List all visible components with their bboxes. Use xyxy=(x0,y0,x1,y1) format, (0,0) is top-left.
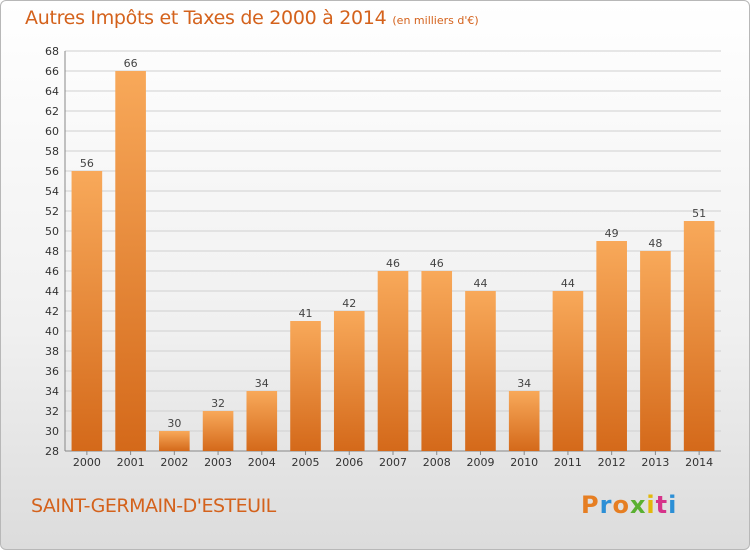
bar-2002 xyxy=(159,431,190,451)
bar-value-label: 48 xyxy=(648,237,662,250)
y-axis-ticks: 28 30 32 34 36 38 40 42 44 46 48 50 52 54 56 58 60 62 64 66… xyxy=(45,45,59,458)
y-tick-label: 54 xyxy=(45,185,59,198)
y-tick-label: 68 xyxy=(45,45,59,58)
chart-subtitle: (en milliers d'€) xyxy=(392,14,479,27)
bar-value-label: 49 xyxy=(605,227,619,240)
logo-letter: P xyxy=(581,491,600,519)
bar-value-label: 34 xyxy=(255,377,269,390)
bar-value-label: 51 xyxy=(692,207,706,220)
bar-2004 xyxy=(246,391,278,451)
logo-letter: x xyxy=(629,491,647,519)
y-tick-label: 44 xyxy=(45,285,59,298)
x-tick-label: 2014 xyxy=(685,456,713,469)
logo-letter: r xyxy=(599,491,613,519)
bar-value-label: 56 xyxy=(80,157,94,170)
y-tick-label: 38 xyxy=(45,345,59,358)
x-tick-label: 2002 xyxy=(160,456,188,469)
bar-2000 xyxy=(71,171,103,451)
bar-2009 xyxy=(465,291,496,451)
chart-title-block: Autres Impôts et Taxes de 2000 à 2014 (en… xyxy=(25,7,479,29)
bar-2003 xyxy=(202,411,234,451)
logo-letter: i xyxy=(646,491,656,519)
bar-value-label: 46 xyxy=(430,257,444,270)
commune-name: SAINT-GERMAIN-D'ESTEUIL xyxy=(31,495,276,517)
y-tick-label: 60 xyxy=(45,125,59,138)
bar-2006 xyxy=(333,311,365,451)
x-tick-label: 2008 xyxy=(423,456,451,469)
y-tick-label: 36 xyxy=(45,365,59,378)
x-axis-ticks: 2000 2001 2002 2003 2004 2005 2006 2007 2008 2009… xyxy=(73,451,713,469)
y-tick-label: 66 xyxy=(45,65,59,78)
y-tick-label: 40 xyxy=(45,325,59,338)
y-tick-label: 48 xyxy=(45,245,59,258)
x-tick-label: 2006 xyxy=(335,456,363,469)
x-tick-label: 2005 xyxy=(292,456,320,469)
y-tick-label: 58 xyxy=(45,145,59,158)
y-tick-label: 34 xyxy=(45,385,59,398)
x-tick-label: 2007 xyxy=(379,456,407,469)
bar-value-label: 30 xyxy=(167,417,181,430)
y-tick-label: 42 xyxy=(45,305,59,318)
y-tick-label: 52 xyxy=(45,205,59,218)
x-tick-label: 2011 xyxy=(554,456,582,469)
bar-value-label: 44 xyxy=(561,277,575,290)
x-tick-label: 2010 xyxy=(510,456,538,469)
x-tick-label: 2004 xyxy=(248,456,276,469)
bar-2005 xyxy=(290,321,321,451)
logo-letter: o xyxy=(612,491,630,519)
y-tick-label: 50 xyxy=(45,225,59,238)
chart-title: Autres Impôts et Taxes de 2000 à 2014 xyxy=(25,7,387,29)
bar-value-label: 66 xyxy=(124,57,138,70)
y-tick-label: 30 xyxy=(45,425,59,438)
x-tick-label: 2013 xyxy=(641,456,669,469)
y-tick-label: 46 xyxy=(45,265,59,278)
y-tick-label: 28 xyxy=(45,445,59,458)
y-tick-label: 64 xyxy=(45,85,59,98)
bar-2011 xyxy=(552,291,584,451)
bar-2013 xyxy=(640,251,671,451)
x-tick-label: 2000 xyxy=(73,456,101,469)
bar-value-label: 41 xyxy=(299,307,313,320)
bar-value-label: 42 xyxy=(342,297,356,310)
x-tick-label: 2003 xyxy=(204,456,232,469)
bars: 56 66 30 32 34 41 42 46 46 44 34 44 49 48 51 xyxy=(71,57,715,451)
bar-2001 xyxy=(115,71,146,451)
bar-value-label: 32 xyxy=(211,397,225,410)
bar-value-label: 44 xyxy=(473,277,487,290)
logo-letter: t xyxy=(655,491,669,519)
y-tick-label: 32 xyxy=(45,405,59,418)
bar-2014 xyxy=(683,221,715,451)
bar-2010 xyxy=(508,391,540,451)
bar-2012 xyxy=(596,241,627,451)
x-tick-label: 2009 xyxy=(466,456,494,469)
bar-value-label: 34 xyxy=(517,377,531,390)
logo-letter: i xyxy=(668,491,678,519)
y-tick-label: 56 xyxy=(45,165,59,178)
bar-2008 xyxy=(421,271,453,451)
y-tick-label: 62 xyxy=(45,105,59,118)
proxiti-logo: Proxiti xyxy=(581,491,677,519)
x-tick-label: 2012 xyxy=(598,456,626,469)
bar-value-label: 46 xyxy=(386,257,400,270)
x-tick-label: 2001 xyxy=(117,456,145,469)
bar-2007 xyxy=(377,271,409,451)
